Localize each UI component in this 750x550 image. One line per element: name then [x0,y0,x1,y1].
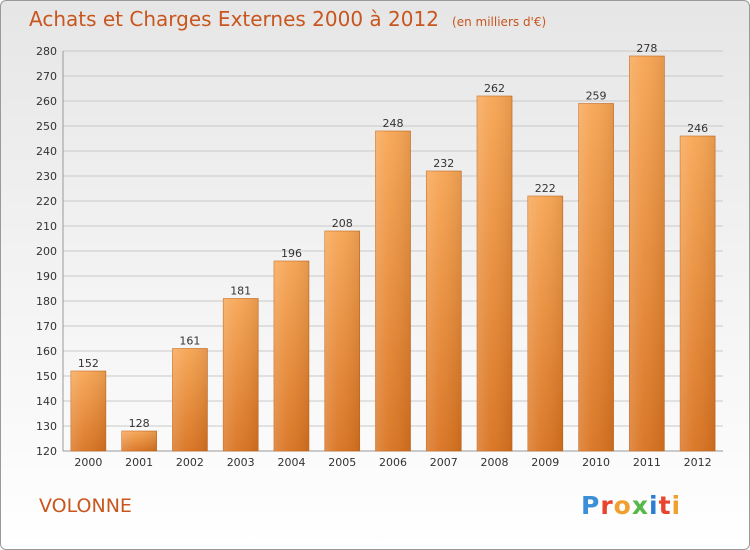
logo-letter: i [649,491,659,520]
y-tick-label: 270 [36,70,57,83]
logo-letter: P [581,491,601,520]
commune-name: VOLONNE [39,495,132,517]
y-tick-label: 240 [36,145,57,158]
logo-letter: i [671,491,682,520]
bar-shine [680,136,716,451]
chart-title: Achats et Charges Externes 2000 à 2012 [29,7,439,31]
y-tick-label: 250 [36,120,57,133]
x-tick-label: 2011 [633,456,661,469]
y-tick-label: 220 [36,195,57,208]
x-tick-label: 2006 [379,456,407,469]
bar-shine [629,56,665,451]
proxiti-logo[interactable]: Proxiti [581,491,681,520]
bar-shine [121,431,157,451]
bar-shine [172,348,208,451]
x-tick-label: 2012 [684,456,712,469]
x-tick-label: 2003 [227,456,255,469]
bar-shine [70,371,106,451]
bar-value-label: 196 [281,247,302,260]
bar-value-label: 161 [179,335,200,348]
y-tick-label: 200 [36,245,57,258]
y-tick-label: 170 [36,320,57,333]
y-tick-label: 190 [36,270,57,283]
bar-shine [578,103,614,451]
bar-shine [426,171,462,451]
bar-value-label: 278 [636,42,657,55]
bar-value-label: 152 [78,357,99,370]
bar-value-label: 259 [586,90,607,103]
y-tick-label: 120 [36,445,57,458]
x-tick-label: 2005 [328,456,356,469]
x-tick-label: 2009 [531,456,559,469]
y-tick-label: 280 [36,45,57,58]
logo-letter: x [631,491,649,520]
x-tick-label: 2007 [430,456,458,469]
x-tick-label: 2000 [74,456,102,469]
bar-shine [324,231,360,451]
logo-letter: o [613,491,632,520]
bar-value-label: 232 [433,157,454,170]
bar-value-label: 246 [687,122,708,135]
y-tick-label: 150 [36,370,57,383]
bar-value-label: 222 [535,182,556,195]
x-tick-label: 2010 [582,456,610,469]
bar-value-label: 208 [332,217,353,230]
logo-letter: t [658,491,672,520]
y-tick-label: 180 [36,295,57,308]
y-tick-label: 130 [36,420,57,433]
chart-subtitle: (en milliers d'€) [452,15,547,29]
bar-value-label: 128 [129,417,150,430]
logo-letter: r [600,491,614,520]
bar-value-label: 248 [383,117,404,130]
bar-shine [273,261,309,451]
y-tick-label: 140 [36,395,57,408]
y-tick-label: 230 [36,170,57,183]
bar-shine [223,298,259,451]
x-tick-label: 2001 [125,456,153,469]
bar-shine [527,196,563,451]
x-tick-label: 2008 [481,456,509,469]
y-tick-label: 260 [36,95,57,108]
bar-value-label: 181 [230,285,251,298]
y-tick-label: 210 [36,220,57,233]
x-tick-label: 2004 [277,456,305,469]
x-tick-label: 2002 [176,456,204,469]
bar-shine [477,96,513,451]
labels-layer: 120 130 140 150 160 170 180 190 200 210 220 230 240 2… [36,42,712,469]
bars-layer [70,55,716,452]
bar-shine [375,131,411,451]
y-tick-label: 160 [36,345,57,358]
title-row: Achats et Charges Externes 2000 à 2012 (… [29,7,546,31]
bar-value-label: 262 [484,82,505,95]
